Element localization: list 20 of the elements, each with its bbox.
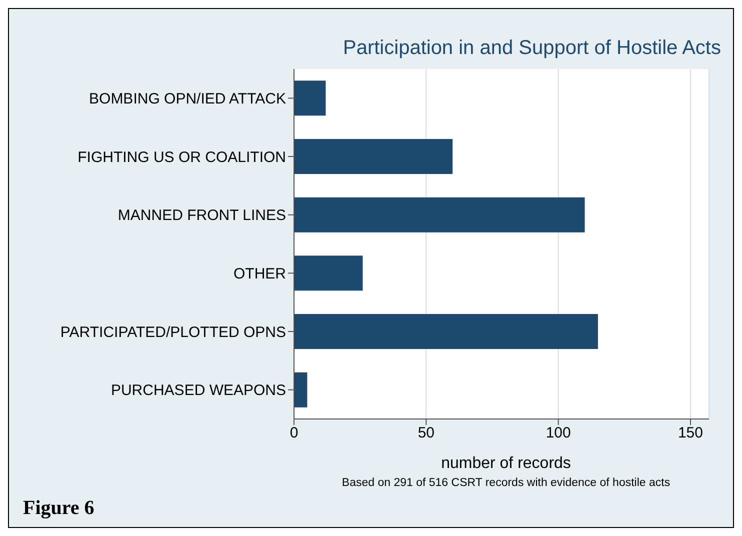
chart-title: Participation in and Support of Hostile Acts (343, 37, 721, 60)
bar (294, 197, 585, 232)
y-tick-label: PURCHASED WEAPONS (110, 382, 286, 400)
y-tick-label: BOMBING OPN/IED ATTACK (89, 90, 286, 108)
y-tick-label: MANNED FRONT LINES (118, 207, 286, 224)
bar (294, 256, 363, 291)
bar (294, 139, 453, 174)
y-tick-label: OTHER (234, 265, 286, 282)
x-tick-label: 150 (678, 424, 704, 442)
y-tick-label: PARTICIPATED/PLOTTED OPNS (60, 324, 286, 341)
bar (294, 372, 308, 408)
x-tick-label: 50 (418, 424, 435, 442)
bar (294, 80, 326, 116)
caption: Figure 6 (23, 497, 94, 520)
x-tick-label: 0 (290, 424, 298, 442)
text: Based on 291 of 516 CSRT records with evidence of hostile acts (340, 477, 672, 489)
bar (294, 314, 598, 349)
y-tick-label: FIGHTING US OR COALITION (78, 148, 286, 166)
x-axis-title: number of records (440, 455, 572, 473)
x-tick-label: 100 (546, 424, 571, 442)
